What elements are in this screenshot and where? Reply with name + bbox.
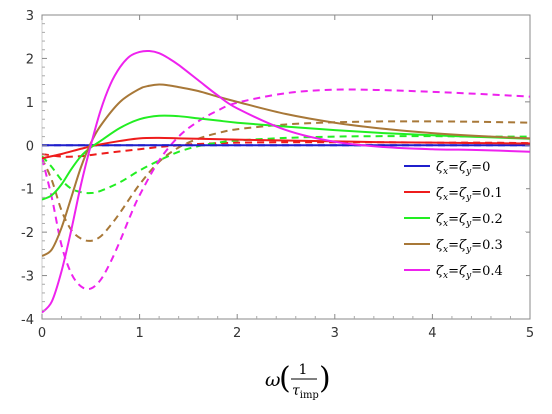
legend-bg xyxy=(398,180,526,202)
series-2-solid-line xyxy=(42,114,530,201)
x-axis-numerator: 1 xyxy=(299,362,308,378)
x-axis-omega: ω xyxy=(265,369,281,391)
x-tick-label: 1 xyxy=(135,326,143,341)
legend-item: ζx=ζy=0.3 xyxy=(398,232,526,255)
legend-item: ζx=ζy=0 xyxy=(398,154,526,177)
legend-item: ζx=ζy=0.2 xyxy=(398,206,526,229)
legend-label: ζx=ζy=0.4 xyxy=(436,264,503,281)
legend-label: ζx=ζy=0.3 xyxy=(436,238,503,255)
x-tick-label: 5 xyxy=(526,326,534,341)
legend-label: ζx=ζy=0 xyxy=(436,160,490,177)
y-tick-label: -1 xyxy=(21,183,34,198)
legend-item: ζx=ζy=0.4 xyxy=(398,258,526,281)
y-tick-label: -2 xyxy=(21,226,34,241)
legend-bg xyxy=(398,258,526,280)
y-tick-label: 0 xyxy=(26,139,34,154)
x-axis-rparen: ) xyxy=(319,361,331,396)
x-axis-label: ω(1 τimp) xyxy=(265,361,331,401)
x-axis-denominator: τimp xyxy=(292,383,319,401)
y-tick-label: 2 xyxy=(26,52,34,67)
series-4-solid-line xyxy=(42,49,530,314)
legend: ζx=ζy=0 ζx=ζy=0.1 ζx=ζy=0.2 ζx=ζy=0.3 ζx=ζy=… xyxy=(398,154,526,281)
x-tick-label: 4 xyxy=(428,326,436,341)
x-tick-label: 0 xyxy=(38,326,46,341)
legend-bg xyxy=(398,154,526,176)
series-3-solid-line xyxy=(42,83,530,257)
y-tick-label: 1 xyxy=(26,96,34,111)
y-tick-label: -3 xyxy=(21,270,34,285)
x-tick-label: 2 xyxy=(233,326,241,341)
legend-bg xyxy=(398,206,526,228)
legend-item: ζx=ζy=0.1 xyxy=(398,180,526,203)
legend-label: ζx=ζy=0.1 xyxy=(436,186,503,203)
x-tick-label: 3 xyxy=(331,326,339,341)
legend-label: ζx=ζy=0.2 xyxy=(436,212,503,229)
x-axis-lparen: ( xyxy=(279,361,291,396)
y-tick-label: 3 xyxy=(26,9,34,24)
series-layer xyxy=(42,49,530,314)
legend-bg xyxy=(398,232,526,254)
series-2-dashed-line xyxy=(42,135,530,195)
ticks-layer: 0 1 2 3 4 5 -4 -3 -2 -1 0 1 2 3 xyxy=(21,9,534,341)
y-tick-label: -4 xyxy=(21,313,34,328)
